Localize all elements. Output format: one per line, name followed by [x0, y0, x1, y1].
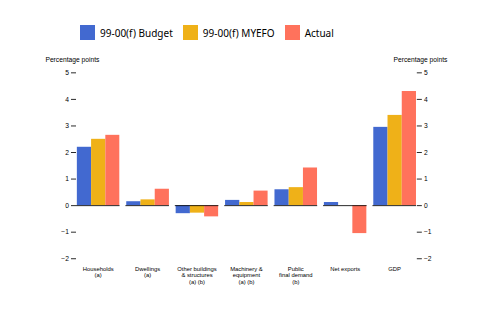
svg-text:−2: −2 — [424, 255, 432, 262]
svg-text:Net exports: Net exports — [330, 266, 360, 272]
svg-text:4: 4 — [424, 96, 428, 103]
svg-text:−1: −1 — [61, 228, 69, 235]
html-text:99-00(f) MYEFO: 99-00(f) MYEFO — [202, 25, 275, 40]
svg-text:Other buildings& structures(a): Other buildings& structures(a) (b) — [177, 266, 216, 285]
svg-text:4: 4 — [65, 96, 69, 103]
svg-text:Percentage points: Percentage points — [45, 56, 100, 64]
svg-text:Machinery &equipment(a) (b): Machinery &equipment(a) (b) — [230, 266, 263, 285]
svg-text:3: 3 — [424, 122, 428, 129]
svg-text:5: 5 — [65, 69, 69, 76]
svg-text:2: 2 — [424, 149, 428, 156]
svg-text:1: 1 — [65, 175, 69, 182]
svg-text:2: 2 — [65, 149, 69, 156]
svg-text:−1: −1 — [424, 228, 432, 235]
svg-text:GDP: GDP — [388, 266, 401, 272]
svg-text:1: 1 — [424, 175, 428, 182]
svg-text:Dwellings(a): Dwellings(a) — [135, 266, 160, 278]
svg-text:5: 5 — [424, 69, 428, 76]
svg-text:0: 0 — [65, 202, 69, 209]
svg-text:Percentage points: Percentage points — [393, 56, 448, 64]
svg-text:0: 0 — [424, 202, 428, 209]
html-text:99-00(f) Budget: 99-00(f) Budget — [100, 25, 173, 40]
svg-text:3: 3 — [65, 122, 69, 129]
svg-text:Publicfinal demand(b): Publicfinal demand(b) — [279, 266, 313, 285]
svg-text:−2: −2 — [61, 255, 69, 262]
svg-text:Households(a): Households(a) — [83, 266, 114, 278]
html-text:Actual: Actual — [304, 25, 334, 40]
